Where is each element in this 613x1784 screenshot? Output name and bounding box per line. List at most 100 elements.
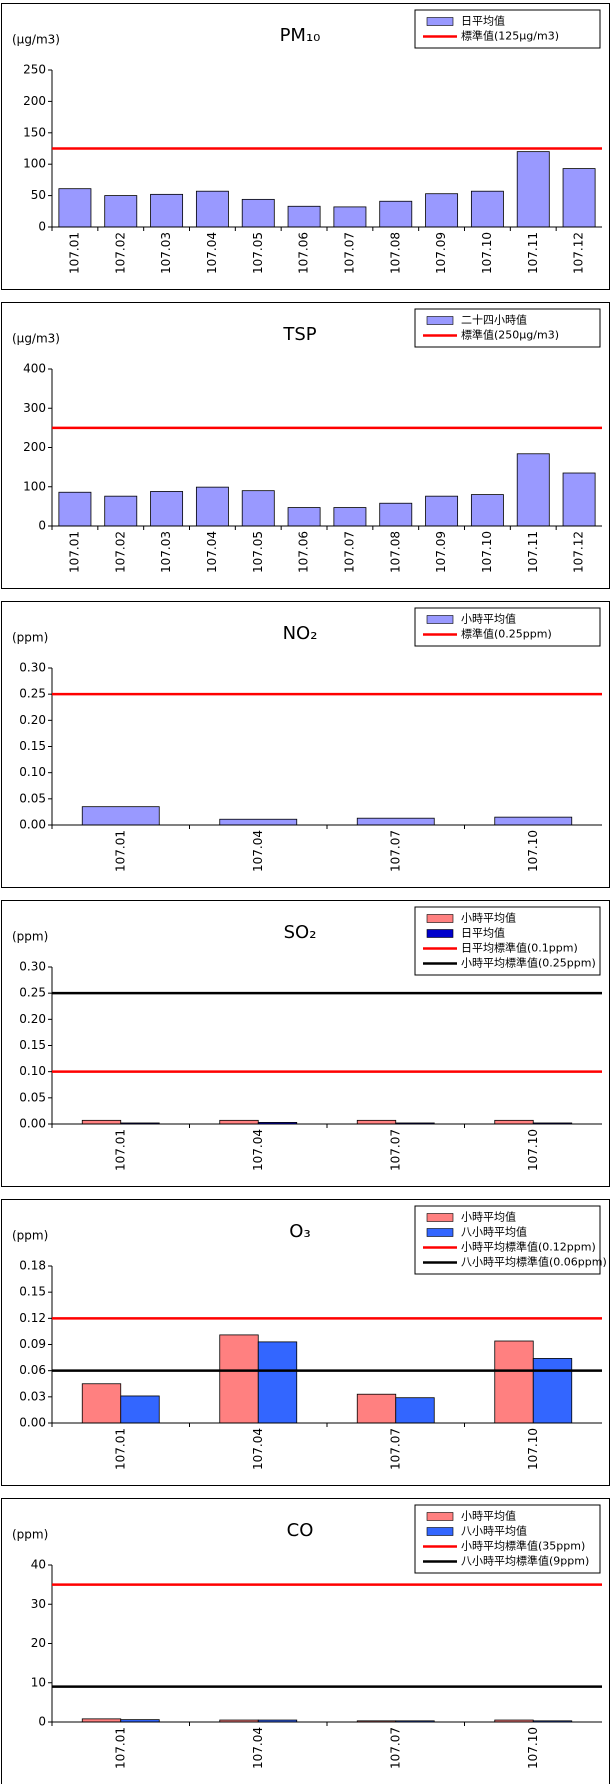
y-tick-label: 0.12 xyxy=(19,1311,46,1325)
bar xyxy=(470,190,504,228)
bar xyxy=(219,1334,259,1424)
legend-label: 小時平均標準值(0.25ppm) xyxy=(461,956,596,970)
legend-swatch xyxy=(426,615,454,624)
x-tick-label: 107.07 xyxy=(388,830,402,872)
chart-panel: CO (ppm) 0 10 20 30 40 107.01 107.04 107.07 107.10… xyxy=(1,1498,610,1784)
y-tick-label: 0.18 xyxy=(19,1259,46,1273)
legend-label: 小時平均標準值(0.12ppm) xyxy=(461,1240,596,1254)
y-tick-label: 30 xyxy=(31,1597,46,1611)
y-tick-label: 200 xyxy=(23,440,46,454)
bar xyxy=(494,816,573,826)
bar xyxy=(104,495,138,527)
x-tick-label: 107.11 xyxy=(526,531,540,573)
y-tick-label: 0.00 xyxy=(19,1117,46,1131)
legend-box xyxy=(414,607,601,647)
x-tick-label: 107.11 xyxy=(526,232,540,274)
bar xyxy=(425,495,459,527)
y-tick-label: 0.05 xyxy=(19,1090,46,1104)
panel-frame xyxy=(1,1199,610,1486)
legend-label: 日平均值 xyxy=(461,927,505,940)
y-tick-label: 0.10 xyxy=(19,1064,46,1078)
x-tick-label: 107.01 xyxy=(113,830,127,872)
bar xyxy=(562,168,596,228)
legend-label: 小時平均值 xyxy=(461,912,516,925)
legend-label: 日平均值 xyxy=(461,15,505,28)
y-axis-label: (ppm) xyxy=(12,631,48,645)
y-axis-label: (ppm) xyxy=(12,930,48,944)
x-tick-label: 107.06 xyxy=(297,531,311,573)
y-tick-label: 0.15 xyxy=(19,1285,46,1299)
bar xyxy=(494,1340,534,1424)
legend-box xyxy=(414,308,601,348)
chart-panel: O₃ (ppm) 0.00 0.03 0.06 0.09 0.12 0.15 0.18 107.0… xyxy=(1,1199,610,1486)
y-tick-label: 0.15 xyxy=(19,739,46,753)
x-tick-label: 107.01 xyxy=(67,232,81,274)
x-tick-label: 107.07 xyxy=(388,1727,402,1769)
bar xyxy=(150,193,184,228)
bar xyxy=(356,1393,397,1424)
legend-label: 小時平均值 xyxy=(461,1510,516,1523)
chart-title: SO₂ xyxy=(284,922,317,943)
legend-box xyxy=(414,9,601,49)
y-tick-label: 0.20 xyxy=(19,1012,46,1026)
x-tick-label: 107.10 xyxy=(526,830,540,872)
y-axis-label: (μg/m3) xyxy=(12,332,60,346)
bar xyxy=(379,200,413,228)
y-tick-label: 0.25 xyxy=(19,687,46,701)
x-tick-label: 107.01 xyxy=(113,1129,127,1171)
y-tick-label: 250 xyxy=(23,63,46,77)
chart-title: NO₂ xyxy=(283,623,318,644)
y-tick-label: 0.00 xyxy=(19,818,46,832)
legend-label: 標準值(125μg/m3) xyxy=(461,29,559,43)
chart-panel: PM₁₀ (μg/m3) 0 50 100 150 200 250 107.01 107.02 10… xyxy=(1,3,610,290)
x-tick-label: 107.09 xyxy=(434,531,448,573)
bar xyxy=(81,1119,122,1125)
legend-swatch xyxy=(426,929,454,938)
y-axis-label: (μg/m3) xyxy=(12,33,60,47)
chart-title: CO xyxy=(287,1520,314,1541)
legend-label: 小時平均值 xyxy=(461,1211,516,1224)
bar xyxy=(379,502,413,527)
legend-swatch xyxy=(426,316,454,325)
legend-label: 小時平均值 xyxy=(461,613,516,626)
y-tick-label: 100 xyxy=(23,157,46,171)
y-tick-label: 0 xyxy=(38,220,46,234)
bar xyxy=(241,490,275,527)
legend-label: 八小時平均值 xyxy=(461,1226,527,1239)
x-tick-label: 107.01 xyxy=(67,531,81,573)
x-tick-label: 107.10 xyxy=(526,1727,540,1769)
legend-label: 標準值(0.25ppm) xyxy=(461,627,552,641)
x-tick-label: 107.02 xyxy=(113,232,127,274)
legend-swatch xyxy=(426,1512,454,1521)
bar xyxy=(356,817,435,826)
bar xyxy=(333,507,367,527)
bar xyxy=(532,1358,573,1424)
y-tick-label: 0.30 xyxy=(19,661,46,675)
legend-label: 八小時平均值 xyxy=(461,1525,527,1538)
x-tick-label: 107.08 xyxy=(388,232,402,274)
bar xyxy=(516,151,550,228)
panel-frame xyxy=(1,900,610,1187)
legend-swatch xyxy=(426,914,454,923)
x-tick-label: 107.01 xyxy=(113,1428,127,1470)
x-tick-label: 107.01 xyxy=(113,1727,127,1769)
chart-panel: TSP (μg/m3) 0 100 200 300 400 107.01 107.02 107.0… xyxy=(1,302,610,589)
y-tick-label: 0.00 xyxy=(19,1416,46,1430)
bar xyxy=(562,472,596,527)
bar xyxy=(219,818,298,826)
y-tick-label: 10 xyxy=(31,1675,46,1689)
y-tick-label: 150 xyxy=(23,125,46,139)
panel-frame xyxy=(1,601,610,888)
x-tick-label: 107.10 xyxy=(480,232,494,274)
legend-swatch xyxy=(426,1228,454,1237)
y-tick-label: 0.20 xyxy=(19,713,46,727)
y-axis-label: (ppm) xyxy=(12,1229,48,1243)
legend-swatch xyxy=(426,1213,454,1222)
x-tick-label: 107.12 xyxy=(572,531,586,573)
y-tick-label: 0.06 xyxy=(19,1363,46,1377)
y-tick-label: 40 xyxy=(31,1558,46,1572)
panel-frame xyxy=(1,302,610,589)
x-tick-label: 107.07 xyxy=(342,531,356,573)
panel-frame xyxy=(1,1498,610,1784)
